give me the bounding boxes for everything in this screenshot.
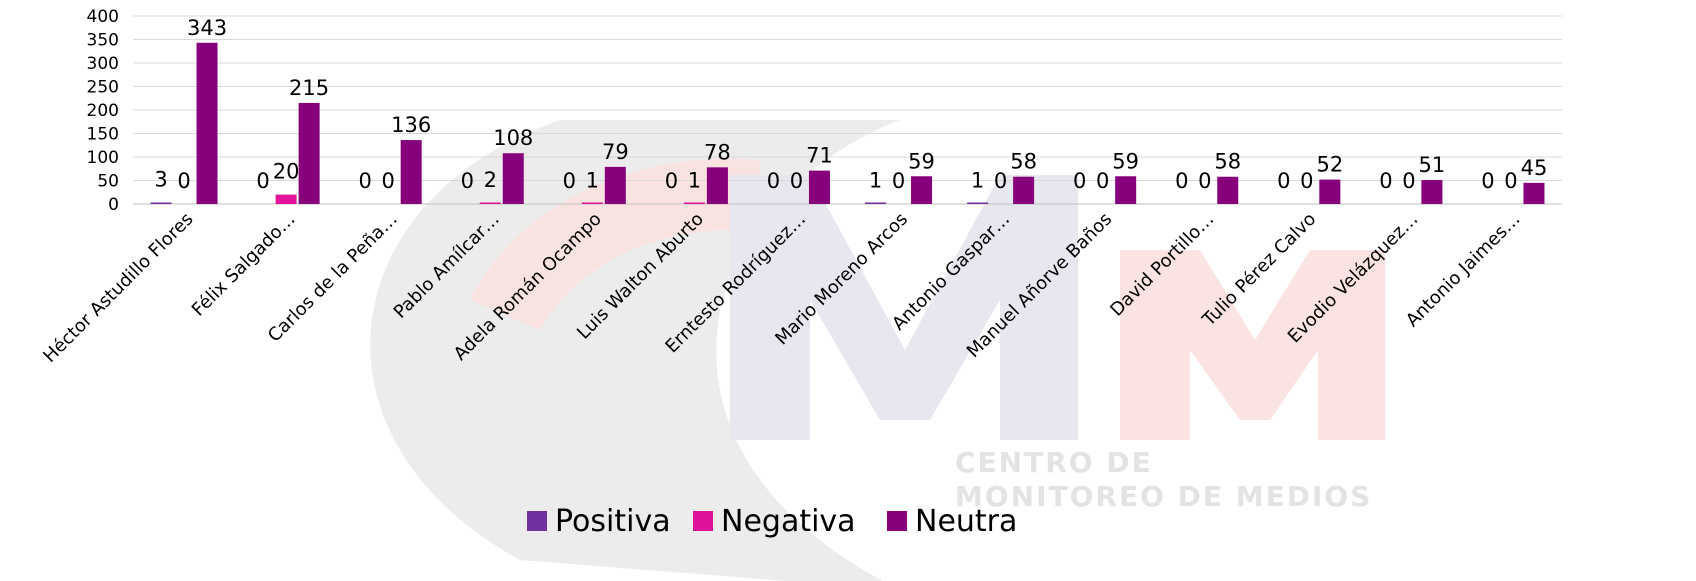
data-label-positiva-1: 0 (256, 169, 269, 193)
x-tick-label-0: Héctor Astudillo Flores (39, 209, 197, 367)
data-label-neutra-7: 59 (908, 149, 935, 173)
bar-neutra-7 (911, 176, 933, 204)
legend-label-neutra: Neutra (915, 504, 1017, 539)
data-label-positiva-6: 0 (767, 169, 780, 193)
bar-neutra-8 (1013, 176, 1035, 204)
data-label-neutra-0: 343 (187, 16, 227, 40)
data-label-neutra-3: 108 (493, 126, 533, 150)
legend-swatch-positiva (527, 511, 547, 531)
y-tick-label-350: 350 (87, 31, 119, 51)
bar-neutra-5 (706, 167, 728, 204)
data-label-negativa-13: 0 (1504, 169, 1517, 193)
data-label-negativa-9: 0 (1096, 169, 1109, 193)
legend-swatch-neutra (887, 511, 907, 531)
bar-neutra-13 (1523, 182, 1545, 204)
data-label-negativa-4: 1 (586, 169, 599, 193)
data-label-negativa-3: 2 (484, 168, 497, 192)
x-tick-label-13: Antonio Jaimes… (1402, 209, 1525, 332)
bar-negativa-4 (581, 202, 603, 204)
legend-label-positiva: Positiva (555, 504, 671, 539)
watermark-text-line2: MONITOREO DE MEDIOS (955, 480, 1372, 513)
y-tick-label-200: 200 (87, 101, 119, 121)
data-label-negativa-10: 0 (1198, 169, 1211, 193)
bar-positiva-8 (967, 202, 989, 204)
bar-neutra-3 (502, 153, 524, 204)
bar-positiva-0 (150, 202, 172, 204)
data-label-negativa-5: 1 (688, 169, 701, 193)
data-label-positiva-9: 0 (1073, 169, 1086, 193)
bar-neutra-2 (400, 140, 422, 204)
bar-neutra-6 (808, 170, 830, 204)
y-tick-label-300: 300 (87, 54, 119, 74)
bar-negativa-1 (275, 194, 297, 204)
data-label-neutra-12: 51 (1419, 153, 1446, 177)
y-tick-label-0: 0 (108, 195, 119, 215)
watermark-m-left (730, 175, 1078, 440)
watermark-swoosh (370, 120, 900, 581)
data-label-negativa-2: 0 (381, 169, 394, 193)
y-tick-label-50: 50 (97, 172, 119, 192)
bar-neutra-0 (196, 42, 218, 204)
bar-neutra-1 (298, 102, 320, 204)
data-label-positiva-12: 0 (1379, 169, 1392, 193)
data-label-neutra-6: 71 (806, 144, 833, 168)
legend-swatch-negativa (693, 511, 713, 531)
data-label-positiva-11: 0 (1277, 169, 1290, 193)
data-label-neutra-2: 136 (391, 113, 431, 137)
bar-neutra-9 (1115, 176, 1137, 204)
legend: Positiva Negativa Neutra (527, 504, 1017, 539)
watermark-text-line1: CENTRO DE (955, 446, 1153, 479)
watermark-m-right (1120, 250, 1385, 440)
y-axis: 0 50 100 150 200 250 300 350 400 (87, 7, 119, 215)
data-label-neutra-10: 58 (1214, 150, 1241, 174)
data-label-positiva-0: 3 (154, 168, 167, 192)
data-label-negativa-12: 0 (1402, 169, 1415, 193)
bar-neutra-4 (604, 166, 626, 204)
gridlines (133, 15, 1562, 205)
bar-negativa-5 (683, 202, 705, 204)
legend-label-negativa: Negativa (721, 504, 856, 539)
data-label-negativa-8: 0 (994, 169, 1007, 193)
watermark-logo: CENTRO DE MONITOREO DE MEDIOS (370, 120, 1385, 581)
data-label-positiva-3: 0 (461, 169, 474, 193)
data-label-neutra-1: 215 (289, 76, 329, 100)
y-tick-label-100: 100 (87, 148, 119, 168)
y-tick-label-400: 400 (87, 7, 119, 27)
x-tick-label-1: Félix Salgado… (188, 209, 300, 321)
bar-neutra-12 (1421, 180, 1443, 204)
data-label-negativa-0: 0 (177, 169, 190, 193)
bar-positiva-7 (865, 202, 887, 204)
data-label-negativa-1: 20 (273, 160, 300, 184)
data-label-positiva-4: 0 (563, 169, 576, 193)
bar-negativa-3 (479, 202, 501, 204)
y-tick-label-250: 250 (87, 78, 119, 98)
bar-neutra-10 (1217, 176, 1239, 204)
watermark-arc-red (470, 158, 760, 330)
data-label-positiva-7: 1 (869, 169, 882, 193)
data-label-neutra-9: 59 (1112, 149, 1139, 173)
bar-neutra-11 (1319, 179, 1341, 204)
y-tick-label-150: 150 (87, 125, 119, 145)
data-label-positiva-8: 1 (971, 169, 984, 193)
data-label-positiva-13: 0 (1481, 169, 1494, 193)
bars (150, 42, 1545, 204)
data-label-positiva-5: 0 (665, 169, 678, 193)
data-label-neutra-11: 52 (1316, 153, 1343, 177)
data-label-neutra-8: 58 (1010, 150, 1037, 174)
data-label-negativa-6: 0 (790, 169, 803, 193)
data-label-negativa-7: 0 (892, 169, 905, 193)
data-label-neutra-13: 45 (1521, 156, 1548, 180)
data-label-positiva-2: 0 (358, 169, 371, 193)
data-label-neutra-4: 79 (602, 140, 629, 164)
data-label-negativa-11: 0 (1300, 169, 1313, 193)
data-label-positiva-10: 0 (1175, 169, 1188, 193)
data-label-neutra-5: 78 (704, 140, 731, 164)
